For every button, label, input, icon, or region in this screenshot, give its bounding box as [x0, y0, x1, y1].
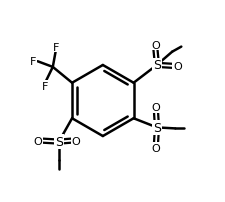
- Text: F: F: [52, 42, 59, 52]
- Text: F: F: [30, 57, 36, 67]
- Text: O: O: [33, 136, 42, 146]
- Text: O: O: [172, 62, 181, 72]
- Text: O: O: [72, 136, 80, 146]
- Text: O: O: [150, 40, 159, 50]
- Text: S: S: [152, 121, 160, 134]
- Text: O: O: [151, 103, 160, 113]
- Text: S: S: [152, 59, 160, 72]
- Text: S: S: [55, 135, 63, 148]
- Text: F: F: [41, 81, 48, 91]
- Text: O: O: [151, 143, 160, 153]
